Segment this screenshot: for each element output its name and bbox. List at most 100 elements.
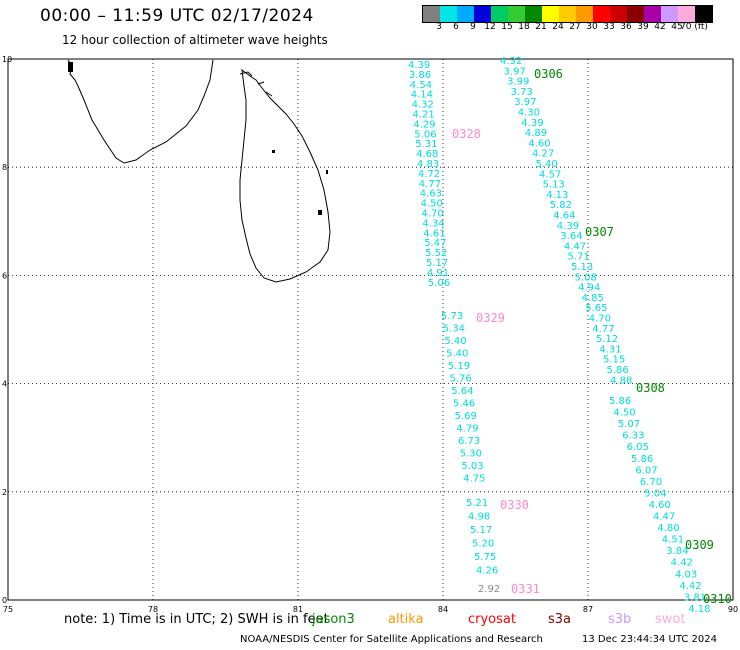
wave-height-value: 3.86	[409, 70, 431, 81]
color-scale-label: 15	[501, 22, 513, 32]
wave-height-value: 5.17	[426, 258, 448, 269]
wave-height-value: 4.68	[416, 149, 438, 160]
wave-height-value: 4.51	[662, 535, 684, 546]
map-subtitle: 12 hour collection of altimeter wave hei…	[62, 33, 328, 47]
wave-height-value: 4.47	[564, 241, 586, 252]
wave-height-value: 4.85	[582, 293, 604, 304]
wave-height-value: 5.46	[453, 399, 475, 410]
wave-height-value: 3.84	[666, 546, 688, 557]
color-scale-label: 18	[518, 22, 530, 32]
wave-height-value: 4.75	[463, 474, 485, 485]
wave-height-value: 4.30	[518, 108, 540, 119]
wave-height-value: 4.57	[539, 169, 561, 180]
wave-height-value: 5.12	[596, 334, 618, 345]
wave-height-value: 5.47	[424, 238, 446, 249]
latitude-tick-label: 8	[2, 163, 7, 172]
generated-timestamp: 13 Dec 23:44:34 UTC 2024	[582, 634, 717, 645]
color-swatch	[695, 6, 712, 22]
wave-height-value: 3.97	[514, 97, 536, 108]
wave-height-value: 4.34	[422, 218, 444, 229]
wave-height-value: 4.80	[657, 523, 679, 534]
color-swatch	[457, 6, 474, 22]
wave-height-value: 4.31	[599, 344, 621, 355]
longitude-tick-label: 75	[3, 605, 13, 614]
pass-time-label: 0310	[703, 592, 732, 606]
color-scale-bar	[422, 5, 713, 23]
wave-height-value: 4.89	[525, 128, 547, 139]
pass-time-label: 0307	[585, 225, 614, 239]
wave-height-value: 4.50	[613, 408, 635, 419]
wave-height-value: 4.77	[419, 179, 441, 190]
color-scale-label: 21	[535, 22, 547, 32]
track-0328: 4.393.864.544.144.324.214.295.065.314.68…	[408, 60, 481, 289]
wave-height-value: 5.40	[446, 349, 468, 360]
wave-height-value: 4.50	[421, 199, 443, 210]
wave-height-value: 3.97	[504, 66, 526, 77]
wave-height-value: 5.69	[455, 411, 477, 422]
wave-height-value: 4.29	[413, 119, 435, 130]
track-0310: 0310	[703, 592, 732, 606]
map-title: 00:00 – 11:59 UTC 02/17/2024	[40, 6, 314, 26]
color-swatch	[678, 6, 695, 22]
wave-height-value: 4.32	[500, 56, 522, 67]
wave-height-value: 5.86	[631, 454, 653, 465]
wave-height-value: 5.31	[415, 139, 437, 150]
wave-height-value: 4.18	[688, 604, 710, 615]
pass-time-label: 0328	[452, 127, 481, 141]
wave-height-value: 4.13	[546, 190, 568, 201]
track-0308: 5.864.505.076.336.055.866.076.705.044.60…	[609, 381, 710, 615]
plot-frame	[7, 58, 734, 601]
pass-time-label: 0331	[511, 582, 540, 596]
wave-height-value: 4.39	[557, 221, 579, 232]
mission-s3b: s3b	[608, 612, 632, 627]
india-coastline	[67, 59, 214, 164]
wave-height-value: 3.99	[507, 77, 529, 88]
mission-swot: swot	[655, 612, 686, 627]
wave-height-value: 5.15	[603, 355, 625, 366]
wave-height-value: 5.08	[575, 272, 597, 283]
wave-height-value: 4.70	[589, 314, 611, 325]
wave-height-value: 4.47	[653, 512, 675, 523]
wave-height-value: 5.21	[466, 498, 488, 509]
color-swatch	[644, 6, 661, 22]
wave-height-value: 5.19	[448, 361, 470, 372]
wave-height-value: 4.42	[671, 558, 693, 569]
color-swatch	[440, 6, 457, 22]
color-scale-label: 3	[436, 22, 442, 32]
longitude-tick-label: 84	[438, 605, 448, 614]
wave-height-value: 5.64	[451, 386, 473, 397]
wave-height-value: 4.70	[422, 209, 444, 220]
credit-line: NOAA/NESDIS Center for Satellite Applica…	[240, 634, 543, 645]
color-scale-label: 9	[470, 22, 476, 32]
wave-height-value: 4.88	[610, 375, 632, 386]
longitude-tick-label: 87	[583, 605, 593, 614]
wave-height-value: 5.06	[414, 129, 436, 140]
color-scale-label: 36	[620, 22, 632, 32]
color-scale-label: 45	[671, 22, 683, 32]
mission-cryosat: cryosat	[468, 612, 516, 627]
color-swatch	[508, 6, 525, 22]
wave-height-value: 3.64	[560, 231, 582, 242]
wave-height-value: 5.07	[618, 419, 640, 430]
color-swatch	[559, 6, 576, 22]
latitude-tick-label: 0	[2, 596, 7, 605]
mission-altika: altika	[388, 612, 424, 627]
wave-height-value: 6.73	[458, 436, 480, 447]
wave-height-value: 5.52	[425, 248, 447, 259]
map-axis-labels: 75 78 81 84 87 90 0 2 4 6 8 10	[2, 55, 738, 614]
longitude-tick-label: 78	[148, 605, 158, 614]
longitude-tick-label: 90	[728, 605, 738, 614]
wave-height-value: 4.42	[679, 581, 701, 592]
wave-height-value: 3.73	[511, 87, 533, 98]
wave-height-value: 5.13	[571, 262, 593, 273]
color-scale-label: 70 (ft)	[680, 22, 708, 32]
wave-height-value: 4.72	[418, 169, 440, 180]
wave-height-value: 6.07	[635, 465, 657, 476]
color-scale-label: 24	[552, 22, 564, 32]
wave-height-value: 5.34	[443, 324, 465, 335]
latitude-tick-label: 6	[2, 271, 7, 280]
wave-height-value: 4.77	[592, 324, 614, 335]
wave-height-value: 5.40	[536, 159, 558, 170]
wave-height-value: 5.71	[567, 252, 589, 263]
wave-height-value: 5.30	[460, 449, 482, 460]
